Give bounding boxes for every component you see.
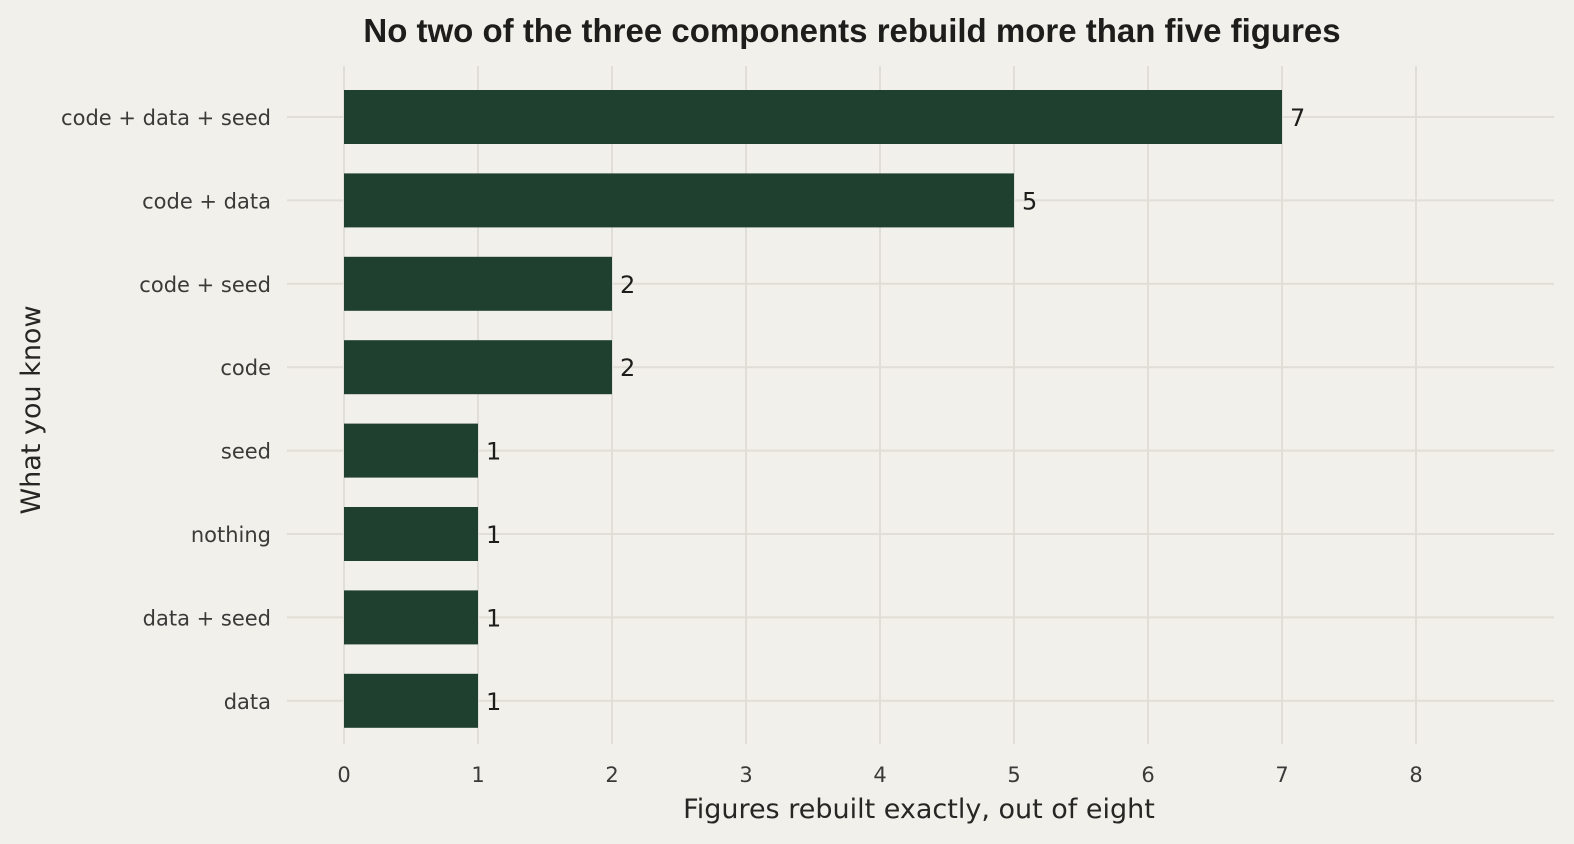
bar-value-label: 1	[486, 521, 501, 549]
x-tick-label: 3	[739, 763, 752, 787]
y-tick-label: data	[224, 690, 271, 714]
y-tick-label: code + seed	[139, 273, 271, 297]
y-axis-title: What you know	[16, 305, 47, 514]
bar	[344, 90, 1282, 144]
bar	[344, 423, 478, 478]
x-tick-label: 6	[1141, 763, 1154, 787]
y-tick-labels: code + data + seed code + data code + seed…	[61, 106, 271, 714]
bar-value-label: 1	[486, 438, 501, 466]
y-tick-label: data + seed	[143, 606, 271, 630]
x-tick-label: 2	[605, 763, 618, 787]
bar	[344, 256, 612, 311]
data-labels: 7 5 2 2 1 1 1 1	[486, 104, 1305, 716]
x-tick-label: 0	[337, 763, 350, 787]
bar-value-label: 5	[1022, 187, 1037, 215]
chart-title: No two of the three components rebuild m…	[363, 12, 1340, 49]
y-tick-label: code + data	[142, 189, 271, 213]
x-tick-labels: 0 1 2 3 4 5 6 7 8	[337, 763, 1422, 787]
y-tick-label: code + data + seed	[61, 106, 271, 130]
x-tick-label: 1	[471, 763, 484, 787]
bars	[344, 90, 1282, 728]
bar	[344, 590, 478, 645]
bar-value-label: 1	[486, 604, 501, 632]
x-tick-label: 5	[1007, 763, 1020, 787]
x-axis-title: Figures rebuilt exactly, out of eight	[683, 794, 1155, 825]
bar-value-label: 7	[1290, 104, 1305, 132]
bar	[344, 673, 478, 728]
x-tick-label: 4	[873, 763, 886, 787]
bar-value-label: 2	[620, 354, 635, 382]
bar-value-label: 1	[486, 688, 501, 716]
bar-value-label: 2	[620, 271, 635, 299]
y-tick-label: nothing	[191, 523, 271, 547]
x-tick-label: 8	[1409, 763, 1422, 787]
bar	[344, 340, 612, 395]
bar	[344, 507, 478, 561]
y-tick-label: seed	[221, 440, 271, 464]
x-tick-label: 7	[1275, 763, 1288, 787]
bar	[344, 173, 1014, 228]
y-tick-label: code	[220, 356, 271, 380]
